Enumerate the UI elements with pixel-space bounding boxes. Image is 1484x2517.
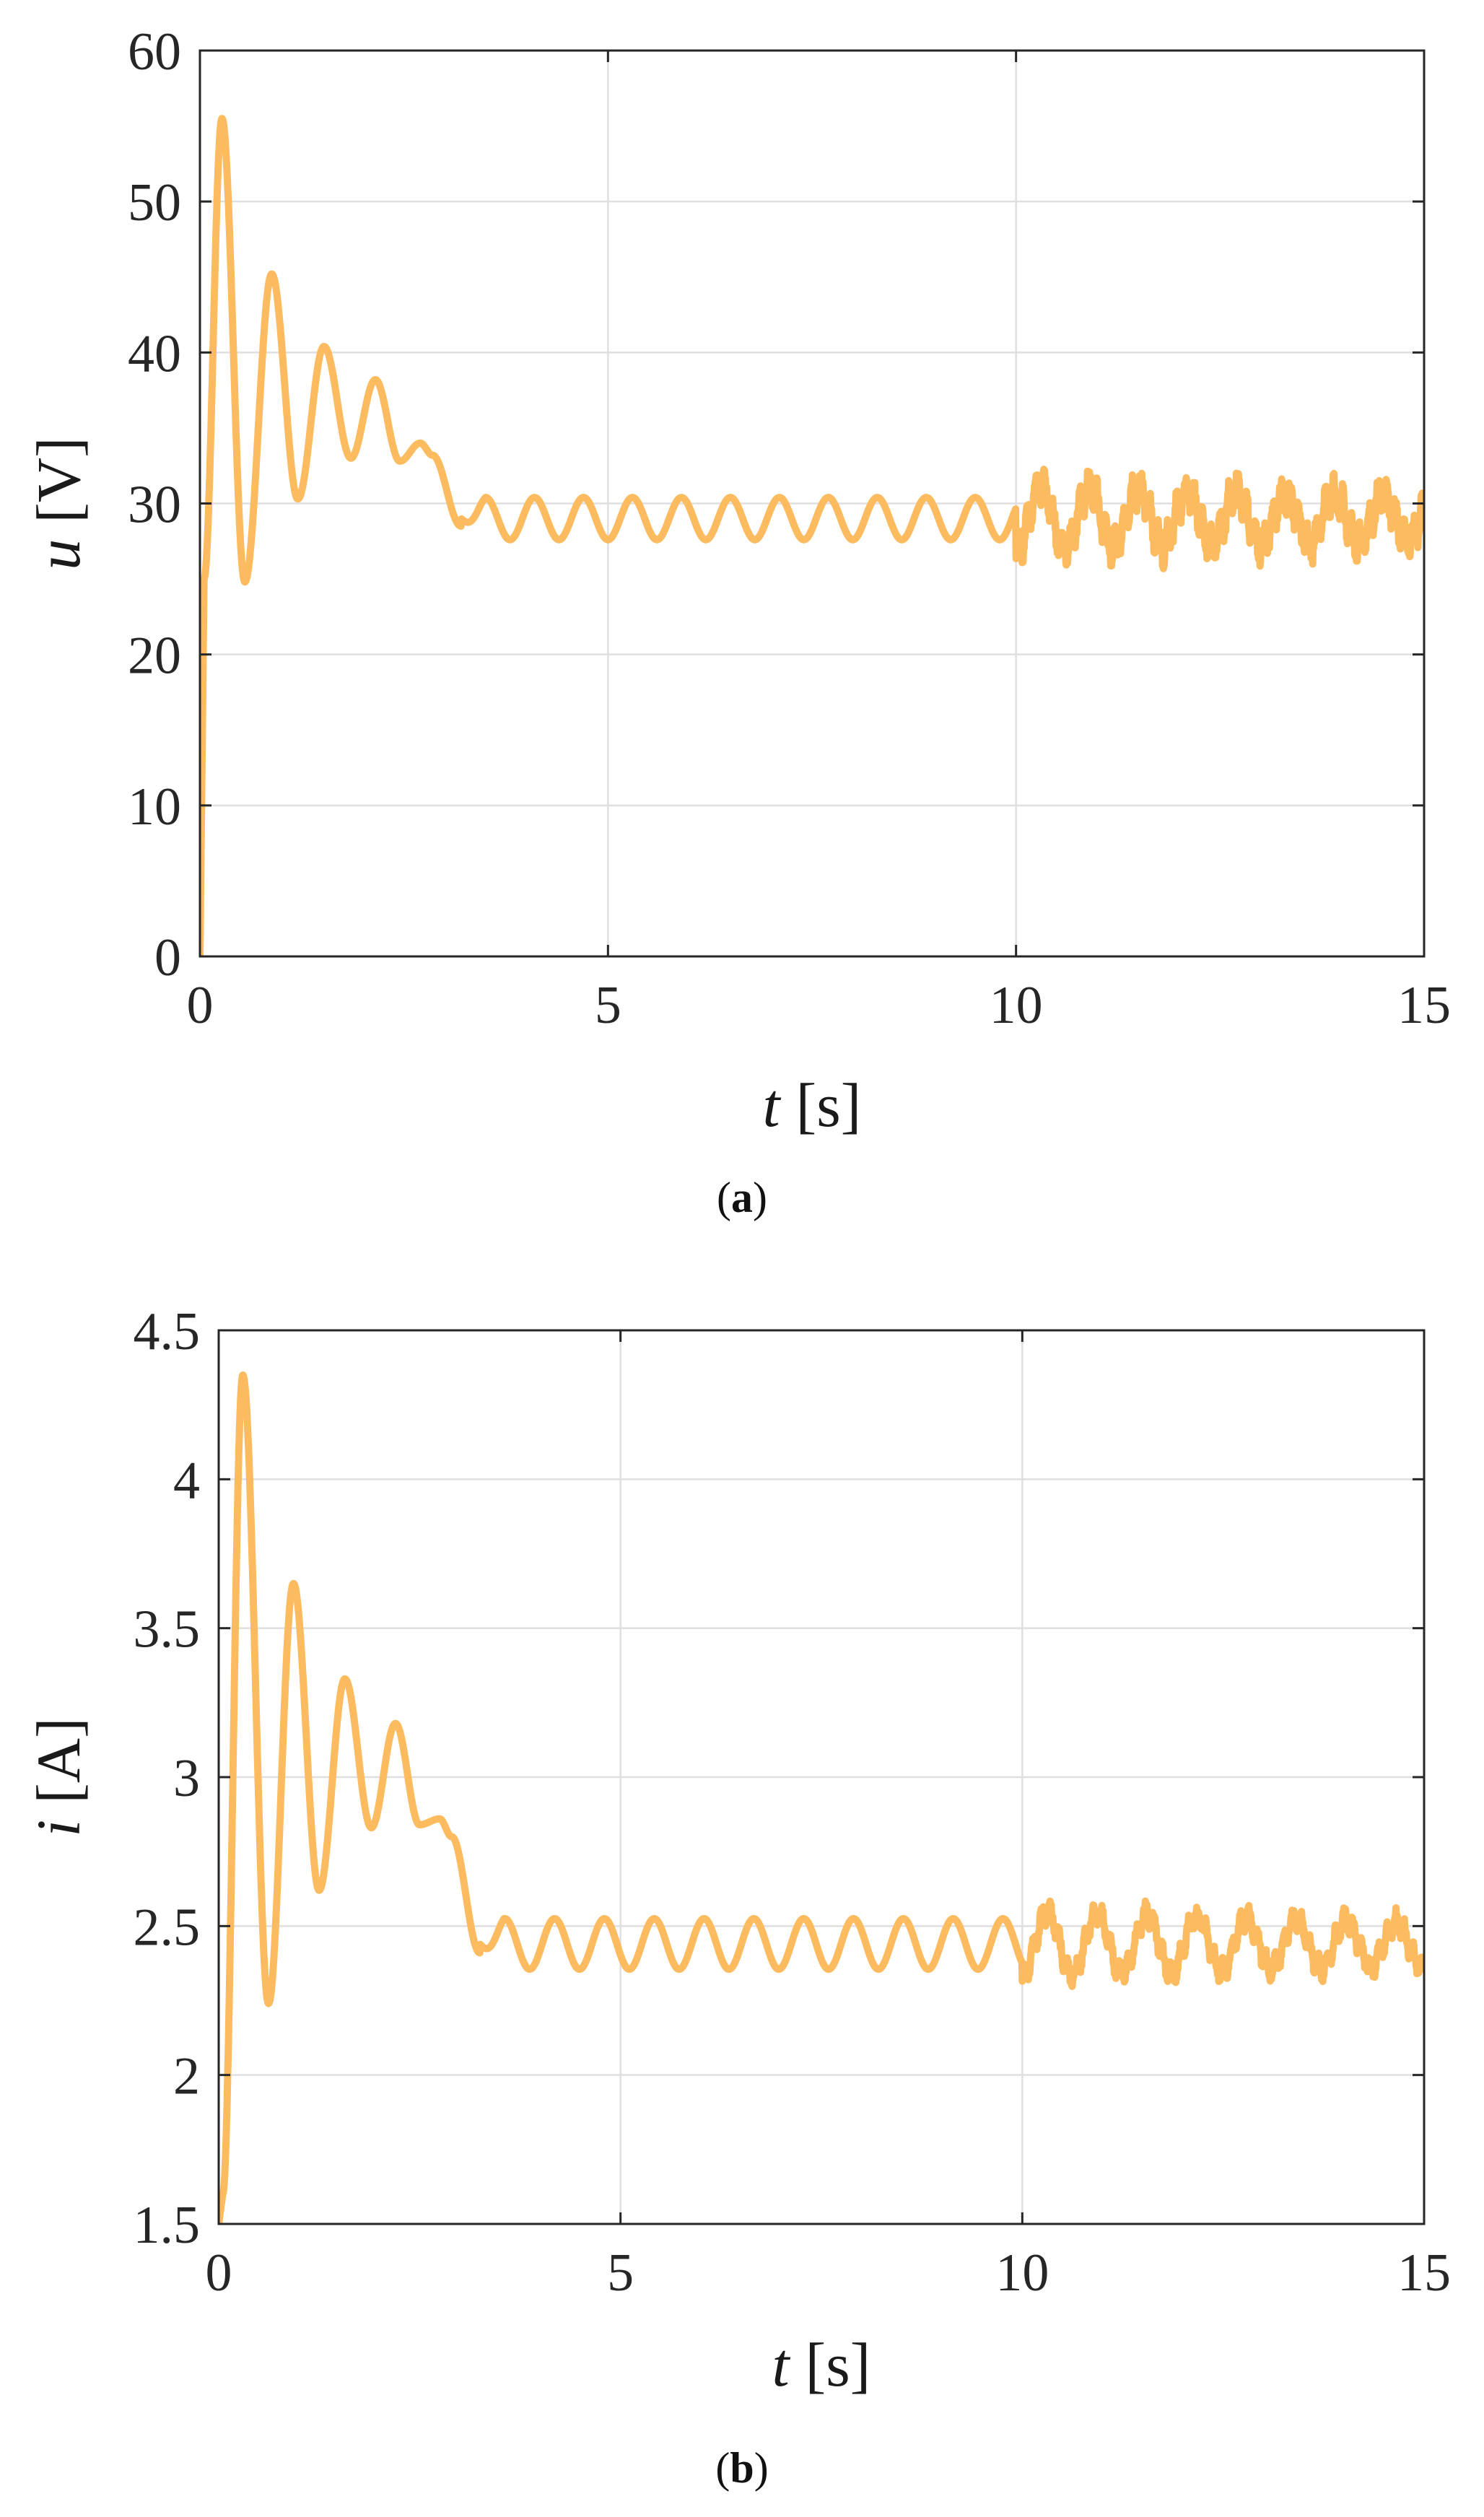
caption-b: (b) bbox=[715, 2444, 769, 2492]
y-tick-label: 3.5 bbox=[134, 1600, 201, 1659]
y-tick-label: 4.5 bbox=[134, 1302, 201, 1361]
caption-b-letter: b bbox=[730, 2444, 754, 2492]
y-tick-label: 20 bbox=[128, 627, 181, 686]
x-tick-label: 5 bbox=[595, 976, 621, 1035]
x-tick-label: 0 bbox=[206, 2243, 232, 2303]
y-axis-label: u [V] bbox=[24, 437, 93, 570]
chart-b-svg: 0 5 10 15 1.5 2 2.5 3 3.5 4 4.5 t [s] i [A] bbox=[24, 1302, 1451, 2399]
x-tick-label: 10 bbox=[995, 2243, 1049, 2303]
x-tick-label: 15 bbox=[1397, 976, 1451, 1035]
x-axis-label-unit: [s] bbox=[806, 2330, 871, 2399]
x-tick-label: 15 bbox=[1397, 2243, 1451, 2303]
x-axis-label: t [s] bbox=[772, 2330, 871, 2399]
x-tick-label: 0 bbox=[187, 976, 214, 1035]
y-tick-label: 50 bbox=[128, 173, 181, 232]
figure-panel-a: 0 5 10 15 0 10 20 30 40 50 60 t [s] u [V] (a) bbox=[0, 0, 1484, 1242]
y-tick-label: 2.5 bbox=[134, 1898, 201, 1957]
caption-a-letter: a bbox=[731, 1174, 753, 1221]
x-axis-label: t [s] bbox=[763, 1070, 862, 1140]
grid-lines bbox=[219, 1330, 1424, 2224]
figure-panel-b: 0 5 10 15 1.5 2 2.5 3 3.5 4 4.5 t [s] i [A] (b) bbox=[0, 1270, 1484, 2517]
x-axis-label-unit: [s] bbox=[796, 1070, 862, 1140]
y-tick-label: 10 bbox=[128, 777, 181, 837]
y-tick-label: 1.5 bbox=[134, 2196, 201, 2255]
y-tick-label: 30 bbox=[128, 476, 181, 535]
series-line bbox=[200, 115, 1424, 956]
y-tick-label: 0 bbox=[154, 928, 181, 987]
x-tick-label: 10 bbox=[990, 976, 1043, 1035]
y-tick-label: 2 bbox=[173, 2047, 200, 2106]
grid-lines bbox=[200, 51, 1424, 956]
series-line bbox=[219, 1371, 1424, 2224]
chart-a-svg: 0 5 10 15 0 10 20 30 40 50 60 t [s] u [V] bbox=[24, 22, 1451, 1140]
caption-a: (a) bbox=[717, 1174, 767, 1221]
y-axis-label-unit: [V] bbox=[24, 437, 93, 523]
y-axis-label: i [A] bbox=[24, 1717, 93, 1836]
tick-marks bbox=[217, 1329, 1426, 2225]
x-axis-label-var: t bbox=[772, 2330, 791, 2399]
y-axis-label-var: u bbox=[24, 539, 93, 570]
x-tick-label: 5 bbox=[607, 2243, 634, 2303]
y-tick-label: 60 bbox=[128, 22, 181, 82]
y-axis-label-unit: [A] bbox=[24, 1717, 93, 1803]
y-tick-label: 4 bbox=[173, 1451, 200, 1510]
x-axis-label-var: t bbox=[763, 1070, 782, 1140]
y-tick-label: 3 bbox=[173, 1749, 200, 1808]
y-axis-label-var: i bbox=[24, 1820, 93, 1837]
y-tick-label: 40 bbox=[128, 324, 181, 383]
tick-marks bbox=[198, 49, 1426, 958]
